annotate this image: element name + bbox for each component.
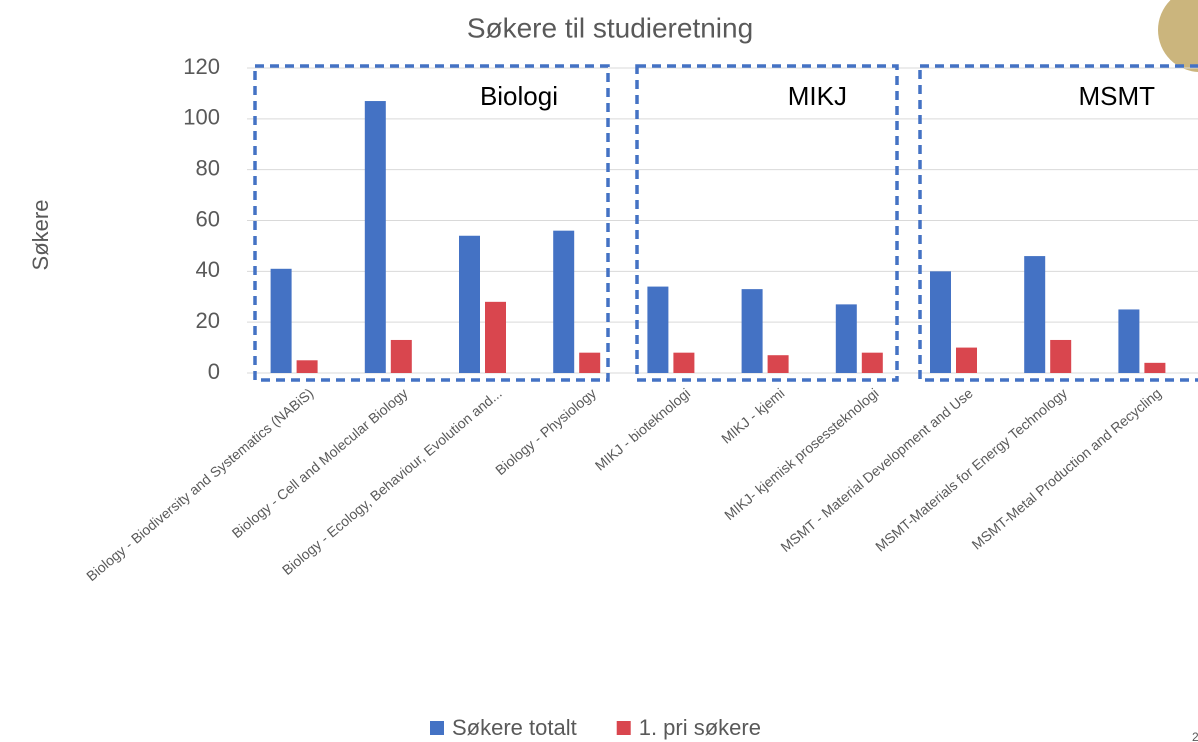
- bar: [579, 352, 601, 373]
- x-tick-label: MSMT-Materials for Energy Technology: [872, 385, 1070, 555]
- decoration: [1158, 0, 1198, 72]
- y-tick-label: 0: [208, 359, 220, 384]
- bar: [767, 355, 789, 373]
- group-box: [635, 64, 899, 382]
- y-tick-label: 100: [183, 105, 220, 130]
- y-tick-label: 20: [196, 308, 220, 333]
- y-tick-label: 80: [196, 155, 220, 180]
- y-tick-label: 120: [183, 54, 220, 79]
- legend-label: Søkere totalt: [452, 715, 577, 740]
- bar: [1144, 362, 1166, 373]
- x-tick-label: Biology - Cell and Molecular Biology: [229, 385, 411, 541]
- bar: [1024, 256, 1046, 373]
- y-tick-label: 40: [196, 257, 220, 282]
- x-tick-label: MIKJ - bioteknologi: [592, 385, 693, 474]
- legend-swatch: [616, 721, 631, 735]
- x-tick-label: MSMT-Metal Production and Recycling: [969, 385, 1165, 553]
- bar: [673, 352, 695, 373]
- x-tick-label: Biology - Physiology: [492, 385, 599, 478]
- bar: [861, 352, 883, 373]
- group-box: [918, 64, 1198, 382]
- bar: [296, 360, 318, 373]
- y-tick-label: 60: [196, 206, 220, 231]
- group-label: MIKJ: [788, 81, 847, 111]
- page-number: 2: [1192, 730, 1198, 742]
- bar: [930, 271, 951, 373]
- group-label: Biologi: [480, 81, 558, 111]
- bar: [1118, 309, 1140, 373]
- x-tick-label: MIKJ - kjemi: [718, 385, 787, 447]
- bar: [741, 289, 763, 373]
- x-tick-label: Biology - Ecology, Behaviour, Evolution …: [279, 385, 505, 578]
- bar: [390, 339, 412, 373]
- bar: [956, 347, 977, 373]
- bar: [1050, 339, 1072, 373]
- bar: [835, 304, 857, 373]
- bar: [459, 235, 480, 373]
- bar: [647, 286, 669, 373]
- group-box: [253, 64, 610, 382]
- x-tick-label: MIKJ- kjemisk prosessteknologi: [721, 385, 881, 523]
- bar: [364, 101, 386, 374]
- y-axis-title: Søkere: [28, 200, 53, 271]
- legend-swatch: [430, 721, 444, 735]
- bar: [270, 268, 292, 373]
- legend-label: 1. pri søkere: [639, 715, 761, 740]
- chart-title: Søkere til studieretning: [467, 12, 753, 43]
- bar: [553, 230, 575, 373]
- group-label: MSMT: [1078, 81, 1155, 111]
- x-tick-label: MSMT - Material Development and Use: [777, 385, 976, 555]
- bar: [485, 301, 506, 373]
